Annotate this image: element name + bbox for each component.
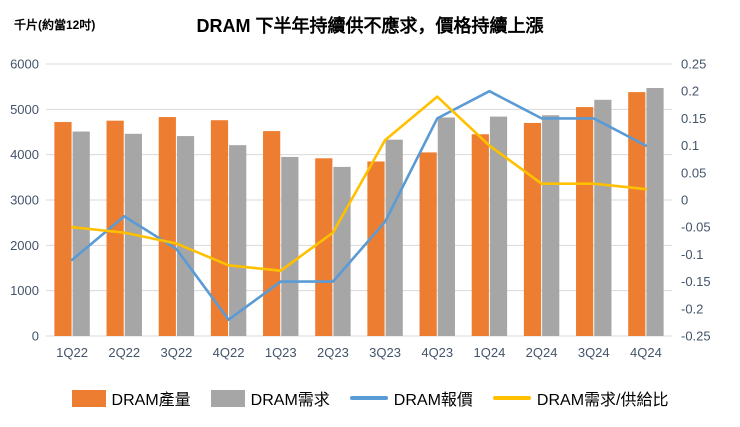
left-axis-unit-label: 千片(約當12吋) [14,18,96,32]
svg-text:0.25: 0.25 [681,57,706,72]
svg-text:3000: 3000 [10,193,39,208]
svg-text:1Q22: 1Q22 [56,345,88,360]
svg-text:5000: 5000 [10,102,39,117]
legend-item-dram-demand: DRAM需求 [210,386,330,410]
svg-text:-0.15: -0.15 [681,274,711,289]
svg-text:4Q23: 4Q23 [421,345,453,360]
svg-text:4000: 4000 [10,147,39,162]
legend-item-demand-supply-ratio: DRAM需求/供給比 [492,386,669,410]
svg-text:0.1: 0.1 [681,138,699,153]
svg-text:0: 0 [681,193,688,208]
svg-text:-0.05: -0.05 [681,220,711,235]
svg-text:0.2: 0.2 [681,84,699,99]
legend-swatch-production-bar-icon [71,389,106,407]
legend-item-dram-production: DRAM產量 [71,386,191,410]
svg-text:1000: 1000 [10,283,39,298]
svg-text:0: 0 [32,329,39,344]
svg-text:1Q23: 1Q23 [265,345,297,360]
chart-title: DRAM 下半年持續供不應求，價格持續上漲 [196,16,544,36]
svg-text:3Q24: 3Q24 [578,345,610,360]
legend-swatch-price-line-icon [349,396,388,400]
legend-swatch-ratio-line-icon [492,396,531,400]
svg-text:4Q22: 4Q22 [213,345,245,360]
svg-text:-0.1: -0.1 [681,247,703,262]
svg-text:3Q23: 3Q23 [369,345,401,360]
legend-label-dram-demand: DRAM需求 [250,392,330,409]
svg-text:3Q22: 3Q22 [161,345,193,360]
svg-text:0.15: 0.15 [681,111,706,126]
legend-swatch-demand-bar-icon [210,389,245,407]
legend-item-dram-price: DRAM報價 [349,386,473,410]
legend-label-demand-supply-ratio: DRAM需求/供給比 [536,392,669,409]
chart-legend: DRAM產量 DRAM需求 DRAM報價 DRAM需求/供給比 [0,386,740,410]
svg-text:4Q24: 4Q24 [630,345,662,360]
svg-text:2Q23: 2Q23 [317,345,349,360]
svg-text:-0.2: -0.2 [681,301,703,316]
svg-text:2Q24: 2Q24 [526,345,558,360]
svg-text:2000: 2000 [10,238,39,253]
legend-label-dram-production: DRAM產量 [111,392,191,409]
svg-text:2Q22: 2Q22 [108,345,140,360]
svg-text:1Q24: 1Q24 [474,345,506,360]
svg-text:0.05: 0.05 [681,165,706,180]
svg-text:-0.25: -0.25 [681,329,711,344]
dram-supply-demand-chart: 0 1000 2000 3000 4000 5000 6000 -0.25 -0.2 -0.15 -… [10,57,711,361]
svg-text:6000: 6000 [10,57,39,72]
legend-label-dram-price: DRAM報價 [393,392,473,409]
